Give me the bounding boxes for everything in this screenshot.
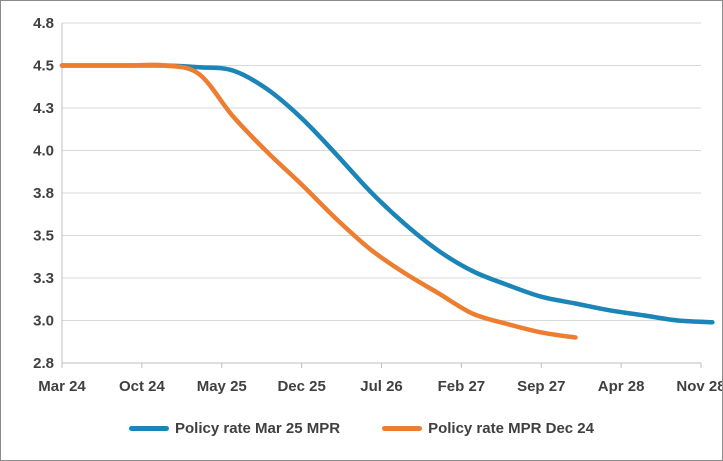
x-tick-label: Mar 24 — [38, 378, 86, 395]
x-axis-tick-labels: Mar 24 Oct 24 May 25 Dec 25 Jul 26 Feb 27 Sep … — [38, 378, 722, 395]
y-tick-label: 4.5 — [33, 58, 54, 75]
x-tick-label: Oct 24 — [119, 378, 166, 395]
legend-label-series-1: Policy rate Mar 25 MPR — [175, 420, 341, 437]
x-tick-label: Jul 26 — [360, 378, 403, 395]
legend-swatch-series-1 — [129, 426, 169, 431]
y-tick-label: 4.0 — [33, 143, 54, 160]
y-tick-label: 3.8 — [33, 185, 54, 202]
y-axis-tick-labels: 2.8 3.0 3.3 3.5 3.8 4.0 4.3 4.5 4.8 — [33, 15, 54, 372]
y-tick-label: 4.3 — [33, 100, 54, 117]
x-tick-label: Apr 28 — [598, 378, 645, 395]
x-tick-label: Feb 27 — [438, 378, 486, 395]
y-tick-label: 3.0 — [33, 313, 54, 330]
legend-item-series-1: Policy rate Mar 25 MPR — [129, 420, 340, 437]
series-line-1 — [59, 63, 715, 325]
legend-label-series-2: Policy rate MPR Dec 24 — [428, 420, 594, 437]
y-tick-label: 4.8 — [33, 15, 54, 32]
legend-swatch-series-2 — [382, 426, 423, 431]
legend-item-series-2: Policy rate MPR Dec 24 — [382, 420, 594, 437]
axes — [61, 23, 702, 368]
y-tick-label: 3.3 — [33, 270, 54, 287]
x-tick-label: Nov 28 — [676, 378, 722, 395]
y-tick-label: 2.8 — [33, 355, 54, 372]
series-line-2 — [59, 62, 578, 340]
y-tick-label: 3.5 — [33, 228, 54, 245]
x-tick-label: Dec 25 — [277, 378, 325, 395]
legend: Policy rate Mar 25 MPR Policy rate MPR D… — [1, 420, 722, 437]
x-tick-label: Sep 27 — [517, 378, 565, 395]
x-tick-label: May 25 — [197, 378, 247, 395]
series-lines — [59, 62, 715, 340]
